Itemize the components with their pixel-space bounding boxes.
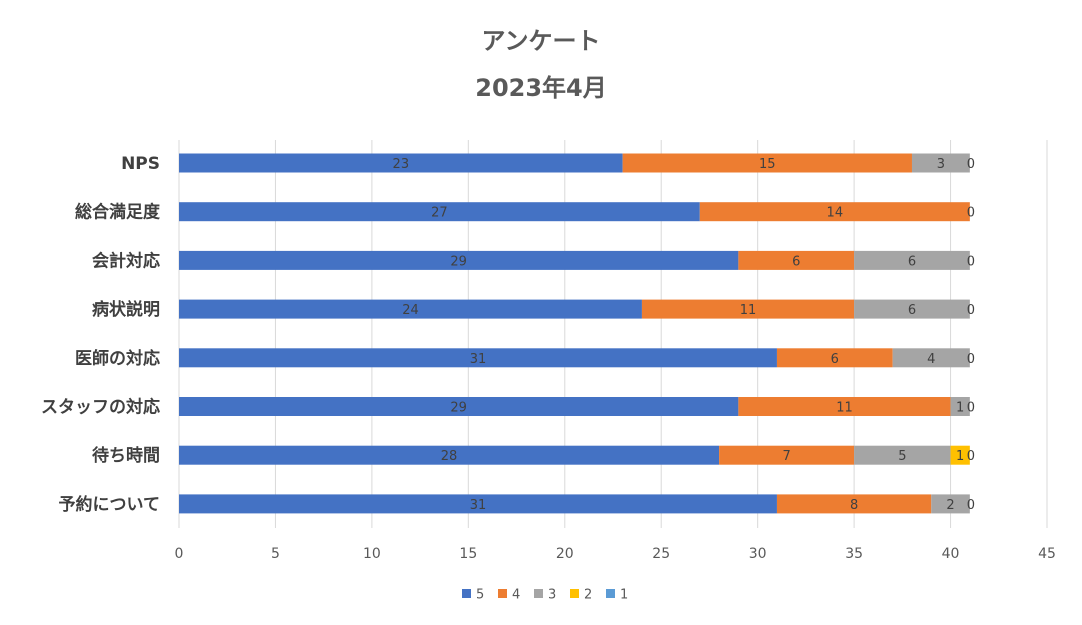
data-label: 6	[908, 303, 916, 318]
data-label: 29	[450, 401, 467, 416]
legend: 5 4 3 2 1	[462, 588, 628, 603]
x-tick-label: 40	[942, 546, 960, 562]
bar-segment-3	[854, 299, 970, 319]
x-tick-label: 15	[459, 546, 477, 562]
bar-segment-3	[892, 348, 970, 368]
x-tick-label: 10	[363, 546, 381, 562]
bar-segment-5	[179, 153, 623, 173]
bar-segment-5	[179, 397, 739, 416]
x-tick-label: 30	[749, 546, 767, 562]
legend-swatch	[534, 589, 543, 598]
data-label: 1	[956, 401, 964, 416]
bar-segment-5	[179, 494, 777, 514]
category-label: 総合満足度	[75, 202, 161, 223]
data-label: 7	[782, 449, 790, 464]
x-tick-label: 25	[652, 546, 670, 562]
data-label: 5	[898, 449, 906, 464]
legend-label: 4	[512, 588, 520, 603]
bar-segment-5	[179, 250, 739, 270]
data-label: 27	[431, 206, 448, 221]
bar-segment-4	[719, 445, 855, 465]
legend-label: 1	[620, 588, 628, 603]
value-axis-labels: 0 5 10 15 20 25 30 35 40 45	[175, 546, 1056, 562]
data-label: 28	[441, 449, 458, 464]
data-label: 0	[967, 498, 975, 513]
legend-swatch	[462, 589, 471, 598]
x-tick-label: 45	[1038, 546, 1056, 562]
category-label: 病状説明	[92, 299, 160, 320]
bar-segment-4	[622, 153, 912, 173]
bar-segment-5	[179, 348, 777, 368]
x-tick-label: 35	[845, 546, 863, 562]
bar-segment-4	[699, 202, 970, 222]
data-label: 0	[967, 401, 975, 416]
x-tick-label: 0	[175, 546, 184, 562]
data-label: 15	[759, 157, 776, 172]
data-label: 31	[470, 498, 487, 513]
legend-swatch	[570, 589, 579, 598]
data-label: 29	[450, 254, 467, 269]
data-label: 0	[967, 206, 975, 221]
category-label: 待ち時間	[92, 445, 160, 466]
bar-segment-4	[641, 299, 855, 319]
category-label: 予約について	[59, 494, 161, 515]
data-label: 0	[967, 352, 975, 367]
category-label: 医師の対応	[75, 348, 160, 369]
data-label: 6	[831, 352, 839, 367]
legend-label: 3	[548, 588, 556, 603]
legend-label: 5	[476, 588, 484, 603]
legend-label: 2	[584, 588, 592, 603]
bar-segment-4	[776, 348, 893, 368]
data-label: 0	[967, 449, 975, 464]
legend-swatch	[498, 589, 507, 598]
data-label: 0	[967, 303, 975, 318]
bar-segment-4	[738, 397, 951, 416]
bar-segment-2	[950, 445, 970, 465]
data-label: 4	[927, 352, 935, 367]
bar-segment-3	[911, 153, 970, 173]
bars	[179, 153, 970, 514]
data-label: 6	[908, 254, 916, 269]
x-tick-label: 20	[556, 546, 574, 562]
data-labels: 23 15 3 027 14 029 6 6 024 11 6 031 6 4 029 11 1 028 7 5 1 03…	[393, 157, 975, 513]
data-label: 24	[402, 303, 419, 318]
data-label: 31	[470, 352, 487, 367]
data-label: 14	[827, 206, 844, 221]
data-label: 1	[956, 449, 964, 464]
data-label: 0	[967, 254, 975, 269]
gridlines	[178, 140, 1048, 528]
data-label: 11	[836, 401, 853, 416]
bar-segment-5	[179, 445, 720, 465]
bar-segment-4	[738, 250, 855, 270]
category-label: 会計対応	[92, 250, 160, 271]
data-label: 8	[850, 498, 858, 513]
chart-title: アンケート	[481, 27, 600, 55]
legend-swatch	[606, 589, 615, 598]
bar-segment-4	[776, 494, 932, 514]
category-label: NPS	[121, 154, 160, 174]
bar-segment-3	[854, 445, 951, 465]
data-label: 11	[740, 303, 757, 318]
bar-segment-5	[179, 202, 700, 222]
data-label: 0	[967, 157, 975, 172]
data-label: 6	[792, 254, 800, 269]
bar-segment-3	[931, 494, 970, 514]
data-label: 3	[937, 157, 945, 172]
x-tick-label: 5	[271, 546, 280, 562]
chart-subtitle: 2023年4月	[475, 74, 607, 102]
data-label: 23	[393, 157, 410, 172]
category-label: スタッフの対応	[41, 397, 160, 418]
bar-segment-3	[950, 397, 970, 416]
bar-segment-3	[854, 250, 970, 270]
data-label: 2	[946, 498, 954, 513]
bar-segment-5	[179, 299, 642, 319]
